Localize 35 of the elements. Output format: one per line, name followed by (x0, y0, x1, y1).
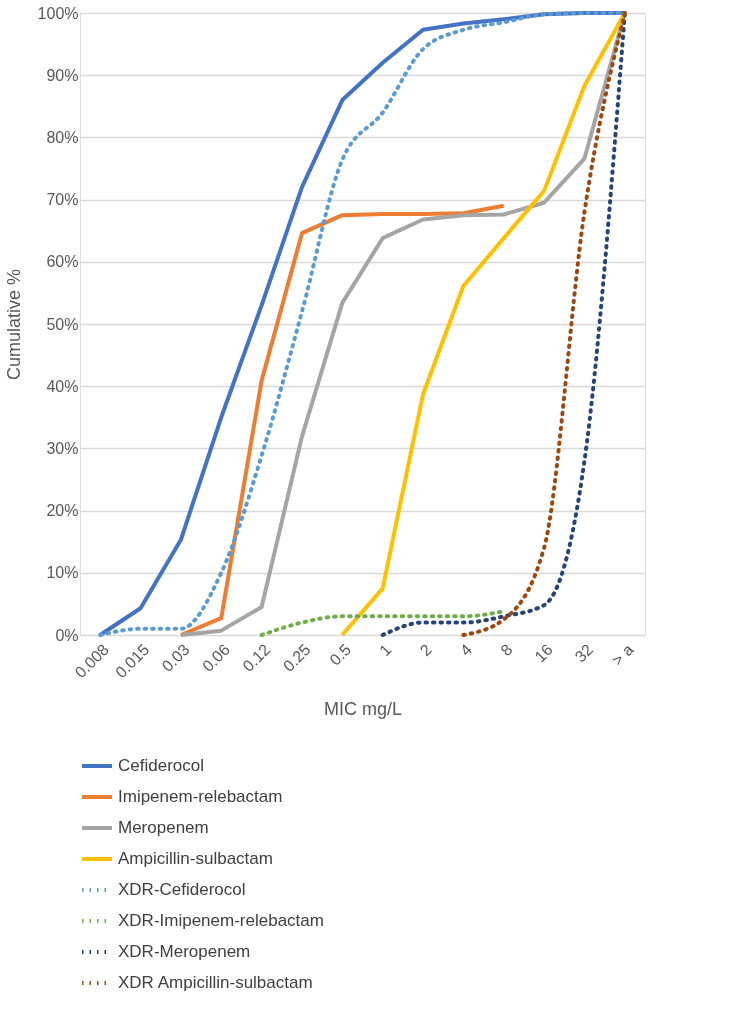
y-tick-label: 10% (46, 564, 79, 582)
x-tick-label: 4 (456, 640, 476, 660)
legend-label: Ampicillin-sulbactam (118, 849, 273, 868)
y-tick-label: 30% (46, 439, 79, 457)
legend-label: Cefiderocol (118, 756, 204, 775)
x-tick-label: 0.25 (279, 640, 314, 675)
legend-label: XDR-Cefiderocol (118, 880, 246, 899)
legend-label: Imipenem-relebactam (118, 787, 283, 806)
x-tick-label: 0.06 (199, 640, 234, 675)
y-tick-label: 50% (46, 315, 79, 333)
y-tick-label: 70% (46, 191, 79, 209)
x-tick-label: 2 (416, 640, 435, 660)
line-series (178, 203, 506, 637)
y-axis-title: Cumulative % (3, 268, 24, 381)
y-tick-label: 90% (46, 66, 79, 84)
legend-label: XDR-Meropenem (118, 942, 251, 961)
x-tick-label: 8 (497, 640, 516, 660)
y-tick-label: 20% (46, 502, 79, 520)
y-tick-label: 40% (46, 377, 79, 395)
legend-label: XDR-Imipenem-relebactam (118, 911, 324, 930)
y-tick-label: 60% (46, 253, 79, 271)
y-tick-label: 100% (37, 4, 79, 22)
x-tick-label: 0.03 (158, 640, 193, 675)
line-series (461, 11, 627, 637)
x-tick-label: 1 (376, 640, 395, 660)
x-tick-label: 16 (531, 640, 556, 666)
x-tick-label: 32 (571, 640, 597, 666)
x-tick-label: > a (608, 640, 637, 669)
y-tick-label: 80% (46, 128, 79, 146)
legend-label: Meropenem (118, 818, 209, 837)
x-tick-label: 0.5 (326, 640, 355, 669)
x-axis-title: MIC mg/L (323, 699, 403, 720)
x-tick-label: 0.12 (239, 640, 274, 675)
legend-label: XDR Ampicillin-sulbactam (118, 973, 313, 992)
y-tick-label: 0% (55, 626, 79, 644)
